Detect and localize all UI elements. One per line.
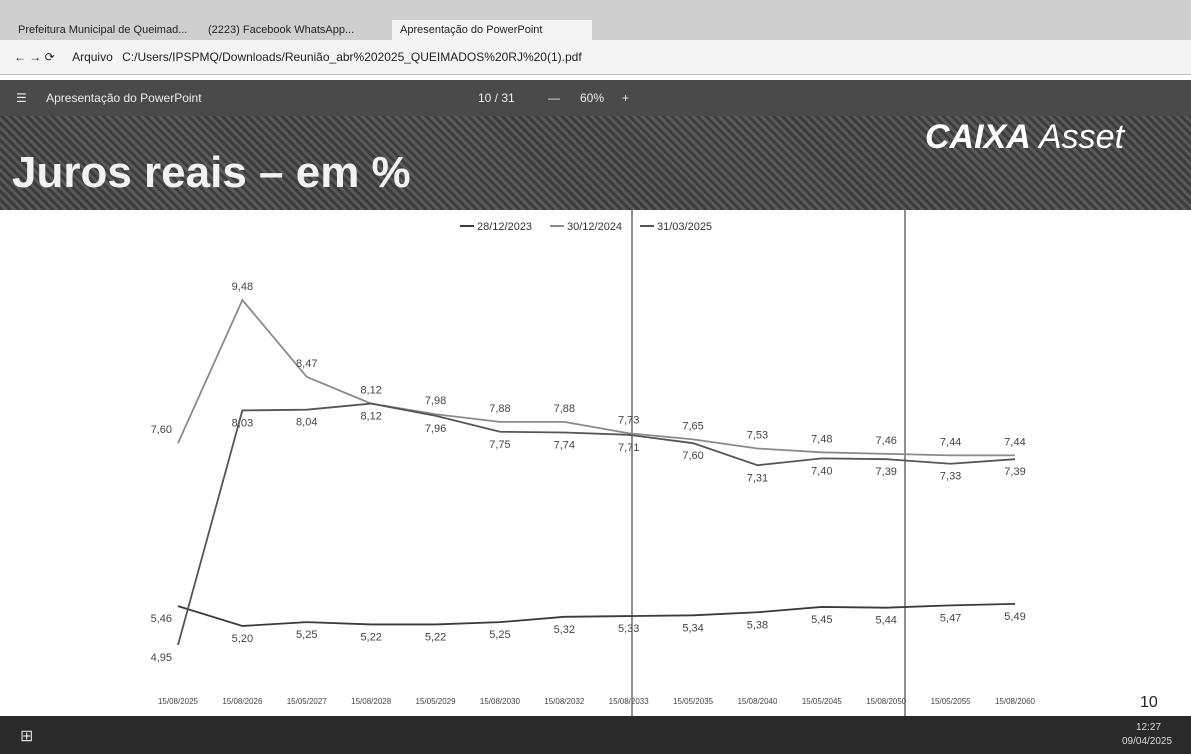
value-label: 4,95 xyxy=(151,652,172,664)
value-label: 5,46 xyxy=(151,613,172,625)
value-label: 8,47 xyxy=(296,358,317,370)
value-label: 7,60 xyxy=(151,424,172,436)
menu-button[interactable]: ☰ xyxy=(16,91,27,105)
value-label: 5,45 xyxy=(811,614,832,626)
chart: 28/12/2023 30/12/2024 31/03/2025 5,46 5,20 5,… xyxy=(0,210,1191,716)
taskbar: ⊞ 12:27 09/04/2025 xyxy=(0,716,1191,754)
value-label: 7,60 xyxy=(682,450,703,462)
value-label: 5,38 xyxy=(747,619,768,631)
start-button[interactable]: ⊞ xyxy=(20,726,33,746)
value-label: 5,22 xyxy=(425,631,446,643)
value-label: 8,03 xyxy=(232,417,253,429)
value-label: 7,96 xyxy=(425,423,446,435)
pdf-toolbar: ☰ Apresentação do PowerPoint 10 / 31 — 6… xyxy=(0,80,1191,116)
value-label: 7,31 xyxy=(747,472,768,484)
value-label: 7,33 xyxy=(940,471,961,483)
tab[interactable]: Apresentação do PowerPoint xyxy=(392,20,592,40)
value-label: 7,88 xyxy=(554,403,575,415)
value-label: 7,53 xyxy=(747,430,768,442)
value-label: 5,25 xyxy=(489,629,510,641)
clock-time: 12:27 xyxy=(1136,722,1161,733)
logo-main: CAIXA xyxy=(925,118,1031,156)
value-label: 7,73 xyxy=(618,414,639,426)
value-label: 7,44 xyxy=(1004,436,1025,448)
x-tick-label: 15/05/2035 xyxy=(673,697,714,706)
value-label: 8,04 xyxy=(296,417,317,429)
screen: Prefeitura Municipal de Queimad... (2223… xyxy=(0,0,1191,754)
value-label: 5,44 xyxy=(876,615,897,627)
value-label: 8,12 xyxy=(360,385,381,397)
legend-label: 31/03/2025 xyxy=(657,221,712,233)
x-tick-label: 15/08/2026 xyxy=(222,697,263,706)
value-label: 5,22 xyxy=(360,631,381,643)
value-label: 7,65 xyxy=(682,420,703,432)
value-label: 7,98 xyxy=(425,395,446,407)
slide-page-number: 10 xyxy=(1140,694,1158,712)
value-label: 7,40 xyxy=(811,465,832,477)
value-label: 7,39 xyxy=(1004,466,1025,478)
x-tick-label: 15/08/2033 xyxy=(609,697,650,706)
x-tick-label: 15/08/2032 xyxy=(544,697,585,706)
tab[interactable]: Prefeitura Municipal de Queimad... xyxy=(10,20,200,40)
value-label: 5,33 xyxy=(618,623,639,635)
value-label: 5,49 xyxy=(1004,611,1025,623)
tab-bar: Prefeitura Municipal de Queimad... (2223… xyxy=(0,0,1191,40)
x-tick-label: 15/08/2060 xyxy=(995,697,1036,706)
value-label: 7,44 xyxy=(940,436,961,448)
legend-label: 28/12/2023 xyxy=(477,221,532,233)
clock-date: 09/04/2025 xyxy=(1122,736,1172,747)
zoom-in[interactable]: + xyxy=(622,80,629,116)
x-tick-label: 15/08/2030 xyxy=(480,697,521,706)
logo-sub: Asset xyxy=(1039,118,1124,156)
zoom[interactable]: 60% xyxy=(580,80,604,116)
page-indicator[interactable]: 10 / 31 xyxy=(478,80,515,116)
x-tick-label: 15/05/2029 xyxy=(416,697,457,706)
x-tick-label: 15/08/2028 xyxy=(351,697,392,706)
pdf-title: Apresentação do PowerPoint xyxy=(46,91,201,105)
value-label: 5,32 xyxy=(554,624,575,636)
legend-label: 30/12/2024 xyxy=(567,221,622,233)
x-tick-label: 15/05/2027 xyxy=(287,697,328,706)
logo: CAIXA Asset xyxy=(925,118,1124,157)
series-line xyxy=(178,300,1015,455)
x-tick-label: 15/08/2040 xyxy=(737,697,778,706)
nav-buttons[interactable]: ← → ⟳ xyxy=(14,50,55,64)
value-label: 5,25 xyxy=(296,629,317,641)
slide-title: Juros reais – em % xyxy=(12,148,411,198)
x-tick-label: 15/05/2055 xyxy=(931,697,972,706)
x-tick-label: 15/08/2050 xyxy=(866,697,907,706)
value-label: 8,12 xyxy=(360,411,381,423)
x-tick-label: 15/08/2025 xyxy=(158,697,199,706)
value-label: 7,39 xyxy=(876,466,897,478)
address-prefix: Arquivo xyxy=(72,50,113,64)
value-label: 7,71 xyxy=(618,442,639,454)
value-label: 7,46 xyxy=(876,435,897,447)
value-label: 5,47 xyxy=(940,612,961,624)
value-label: 7,88 xyxy=(489,403,510,415)
value-label: 7,48 xyxy=(811,433,832,445)
value-label: 7,74 xyxy=(554,440,575,452)
value-label: 9,48 xyxy=(232,281,253,293)
value-label: 5,34 xyxy=(682,622,703,634)
address[interactable]: C:/Users/IPSPMQ/Downloads/Reunião_abr%20… xyxy=(122,50,582,64)
address-bar: ← → ⟳ Arquivo C:/Users/IPSPMQ/Downloads/… xyxy=(0,40,1191,75)
x-tick-label: 15/05/2045 xyxy=(802,697,843,706)
value-label: 7,75 xyxy=(489,439,510,451)
zoom-out[interactable]: — xyxy=(548,80,560,116)
value-label: 5,20 xyxy=(232,633,253,645)
tab[interactable]: (2223) Facebook WhatsApp... xyxy=(200,20,390,40)
